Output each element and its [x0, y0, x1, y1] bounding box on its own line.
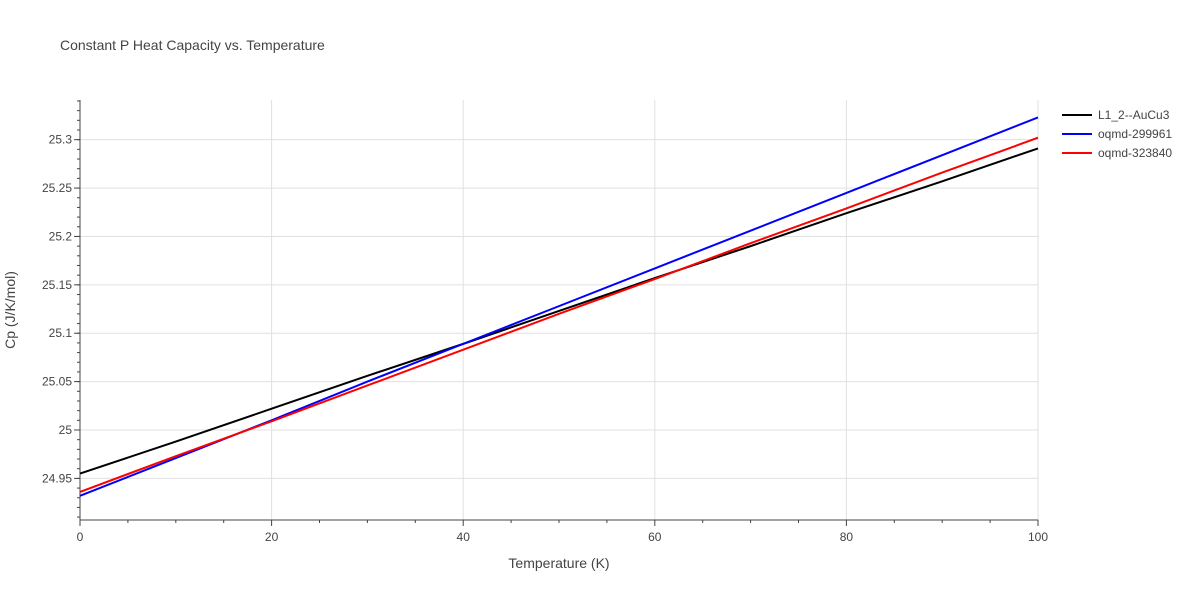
legend-item[interactable]: oqmd-323840 [1062, 146, 1172, 160]
gridlines [80, 100, 1039, 520]
x-tick-label: 60 [648, 530, 662, 544]
y-tick-label: 25.05 [42, 375, 72, 389]
x-tick-label: 100 [1028, 530, 1048, 544]
series-line-oqmd-323840 [79, 136, 1039, 493]
x-tick-label: 0 [77, 530, 84, 544]
legend-label: oqmd-323840 [1098, 146, 1172, 160]
y-tick-label: 25.1 [49, 326, 73, 340]
legend-label: L1_2--AuCu3 [1098, 108, 1170, 122]
x-axis-title: Temperature (K) [508, 555, 609, 571]
legend-label: oqmd-299961 [1098, 127, 1172, 141]
y-tick-label: 24.95 [42, 471, 72, 485]
x-tick-label: 80 [840, 530, 854, 544]
y-tick-label: 25.25 [42, 181, 72, 195]
minor-ticks [77, 100, 991, 523]
chart-title: Constant P Heat Capacity vs. Temperature [60, 37, 325, 53]
y-tick-label: 25.15 [42, 278, 72, 292]
legend-item[interactable]: L1_2--AuCu3 [1062, 108, 1170, 122]
y-tick-label: 25 [59, 423, 73, 437]
x-tick-label: 40 [457, 530, 471, 544]
y-tick-label: 25.2 [49, 229, 73, 243]
y-axis-title: Cp (J/K/mol) [2, 271, 18, 349]
series-lines [79, 116, 1039, 497]
legend-item[interactable]: oqmd-299961 [1062, 127, 1172, 141]
x-axis-ticks: 0 20 40 60 80 100 [77, 520, 1048, 544]
x-tick-label: 20 [265, 530, 279, 544]
legend[interactable]: L1_2--AuCu3 oqmd-299961 oqmd-323840 [1062, 108, 1172, 160]
y-tick-label: 25.3 [49, 133, 73, 147]
y-axis-ticks: 24.95 25 25.05 25.1 25.15 25.2 25.25 25.3 [42, 133, 80, 485]
series-line-L1_2--AuCu3 [79, 147, 1039, 475]
